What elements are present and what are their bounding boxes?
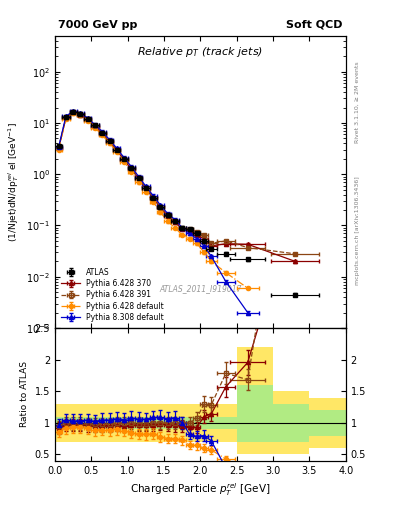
Bar [273, 404, 310, 442]
Text: Soft QCD: Soft QCD [286, 20, 343, 30]
Bar [273, 391, 310, 455]
Text: 7000 GeV pp: 7000 GeV pp [58, 20, 137, 30]
X-axis label: Charged Particle $\mathit{p}_T^{rel}$ [GeV]: Charged Particle $\mathit{p}_T^{rel}$ [G… [130, 481, 271, 498]
Bar [237, 385, 273, 442]
Legend: ATLAS, Pythia 6.428 370, Pythia 6.428 391, Pythia 6.428 default, Pythia 8.308 de: ATLAS, Pythia 6.428 370, Pythia 6.428 39… [59, 265, 166, 324]
Y-axis label: (1/Njet)dN/dp$^{rel}_T$ el [GeV$^{-1}$]: (1/Njet)dN/dp$^{rel}_T$ el [GeV$^{-1}$] [6, 122, 20, 242]
Y-axis label: Ratio to ATLAS: Ratio to ATLAS [20, 361, 29, 428]
Bar [55, 417, 237, 429]
Bar [310, 397, 346, 448]
Text: Rivet 3.1.10, ≥ 2M events: Rivet 3.1.10, ≥ 2M events [355, 61, 360, 143]
Text: ATLAS_2011_I919017: ATLAS_2011_I919017 [159, 284, 242, 293]
Text: mcplots.cern.ch [arXiv:1306.3436]: mcplots.cern.ch [arXiv:1306.3436] [355, 176, 360, 285]
Bar [310, 410, 346, 436]
Text: Relative $p_T$ (track jets): Relative $p_T$ (track jets) [138, 45, 263, 58]
Bar [55, 404, 237, 442]
Bar [237, 347, 273, 455]
